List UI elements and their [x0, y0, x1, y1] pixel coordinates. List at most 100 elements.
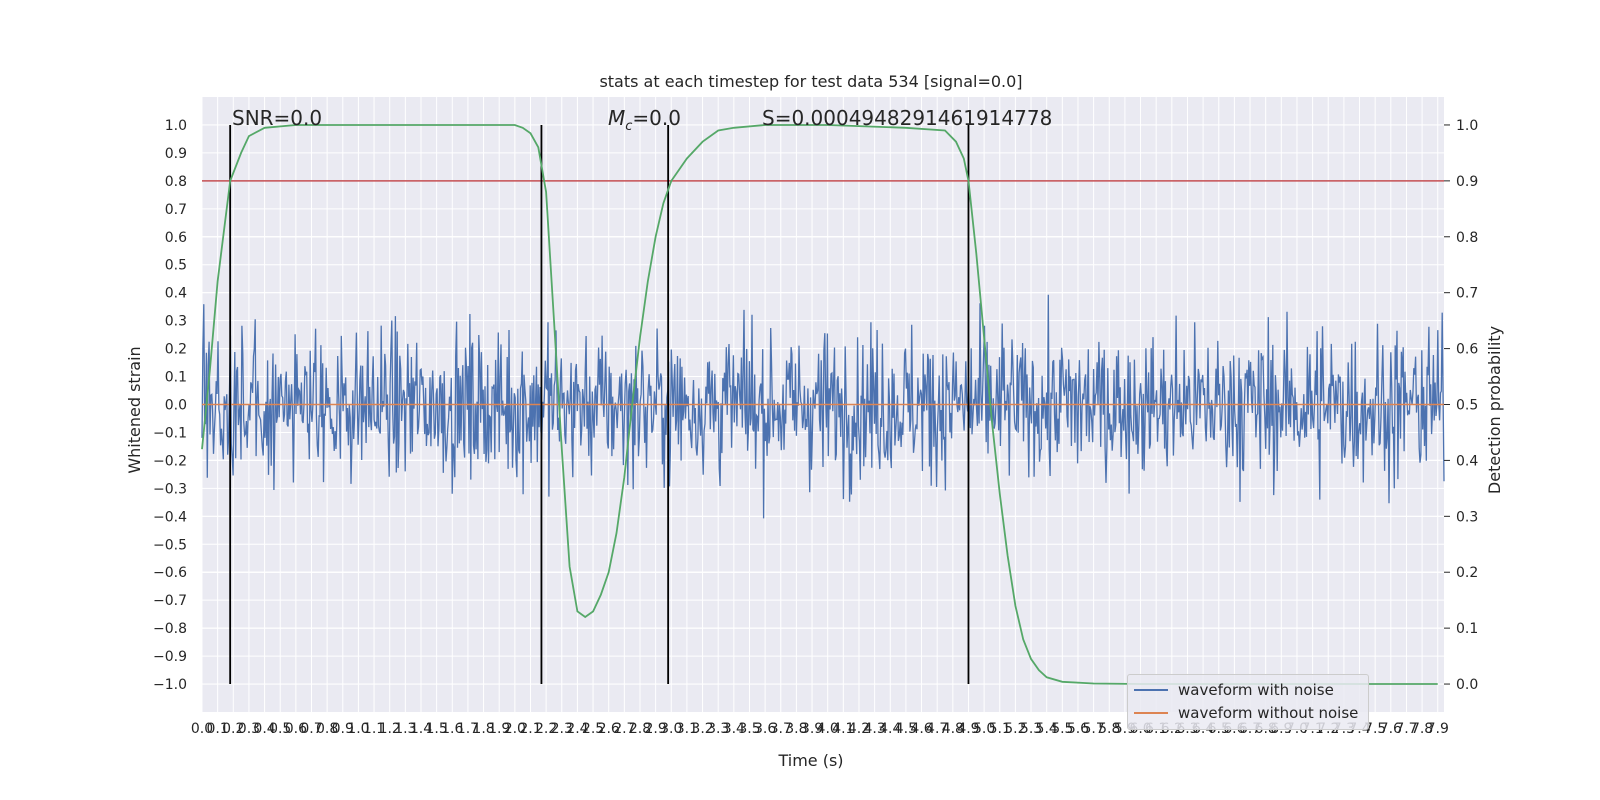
y2-tick-label: 0.2 — [1456, 565, 1478, 581]
y-tick-label: −0.3 — [153, 481, 187, 497]
x-tick-label: 1.0 — [347, 721, 369, 737]
x-tick-label: 5.1 — [989, 721, 1011, 737]
y-tick-label: 0.4 — [165, 286, 187, 302]
legend-swatch-noise — [1134, 689, 1168, 691]
x-tick-label: 4.3 — [863, 721, 885, 737]
x-tick-label: 5.7 — [1082, 721, 1104, 737]
y2-tick-label: 0.9 — [1456, 174, 1478, 190]
y2-tick-label: 0.7 — [1456, 286, 1478, 302]
y-tick-label: 0.8 — [165, 174, 187, 190]
x-tick-label: 1.6 — [441, 721, 463, 737]
y2-tick-label: 0.4 — [1456, 453, 1478, 469]
x-tick-label: 0.4 — [253, 721, 275, 737]
x-tick-label: 5.0 — [973, 721, 995, 737]
x-tick-label: 3.3 — [707, 721, 729, 737]
x-tick-label: 0.0 — [191, 721, 213, 737]
x-tick-labels: 0.00.10.20.30.40.50.60.70.80.91.01.11.21… — [191, 721, 1449, 737]
snr-annotation: SNR=0.0 — [232, 106, 322, 130]
y-tick-label: 0.6 — [165, 230, 187, 246]
y-tick-label: 0.2 — [165, 342, 187, 358]
y-tick-label: −0.8 — [153, 621, 187, 637]
x-tick-label: 3.0 — [660, 721, 682, 737]
y-tick-label: −1.0 — [153, 677, 187, 693]
x-tick-label: 5.6 — [1067, 721, 1089, 737]
x-tick-label: 2.4 — [566, 721, 588, 737]
x-tick-label: 5.4 — [1036, 721, 1058, 737]
y2-tick-label: 0.8 — [1456, 230, 1478, 246]
x-tick-label: 0.5 — [269, 721, 291, 737]
x-tick-label: 4.8 — [942, 721, 964, 737]
x-tick-label: 1.7 — [457, 721, 479, 737]
y-axis-label: Whitened strain — [125, 346, 144, 473]
y-tick-label: −0.9 — [153, 649, 187, 665]
legend-swatch-clean — [1134, 712, 1168, 714]
x-tick-label: 0.7 — [300, 721, 322, 737]
x-tick-label: 0.9 — [332, 721, 354, 737]
x-tick-label: 1.1 — [363, 721, 385, 737]
x-tick-label: 4.9 — [957, 721, 979, 737]
x-tick-label: 2.1 — [519, 721, 541, 737]
x-tick-label: 3.7 — [770, 721, 792, 737]
y-tick-label: −0.5 — [153, 537, 187, 553]
y2-tick-label: 0.6 — [1456, 342, 1478, 358]
x-tick-label: 3.1 — [676, 721, 698, 737]
x-tick-label: 2.8 — [629, 721, 651, 737]
x-tick-label: 4.1 — [832, 721, 854, 737]
x-tick-label: 7.7 — [1395, 721, 1417, 737]
x-tick-label: 3.8 — [785, 721, 807, 737]
x-tick-label: 3.2 — [691, 721, 713, 737]
x-tick-label: 7.8 — [1411, 721, 1433, 737]
x-tick-label: 0.3 — [238, 721, 260, 737]
x-tick-label: 2.9 — [644, 721, 666, 737]
y2-tick-label: 0.1 — [1456, 621, 1478, 637]
x-tick-label: 2.0 — [504, 721, 526, 737]
x-tick-label: 4.7 — [926, 721, 948, 737]
x-tick-label: 4.2 — [848, 721, 870, 737]
x-tick-label: 4.6 — [910, 721, 932, 737]
x-axis-label: Time (s) — [777, 751, 843, 770]
chart-title: stats at each timestep for test data 534… — [599, 72, 1022, 91]
x-tick-label: 3.6 — [754, 721, 776, 737]
y2-tick-label: 0.3 — [1456, 509, 1478, 525]
x-tick-label: 0.8 — [316, 721, 338, 737]
y2-axis-label: Detection probability — [1485, 326, 1504, 494]
legend-item-noise: waveform with noise — [1134, 680, 1334, 700]
y-tick-label: 0.0 — [165, 398, 187, 414]
x-tick-label: 5.2 — [1004, 721, 1026, 737]
x-tick-label: 5.3 — [1020, 721, 1042, 737]
legend-label-noise: waveform with noise — [1178, 681, 1334, 699]
x-tick-label: 1.8 — [472, 721, 494, 737]
x-tick-label: 3.4 — [723, 721, 745, 737]
y-tick-label: −0.6 — [153, 565, 187, 581]
noise-series — [201, 294, 1445, 519]
y2-tick-label: 0.0 — [1456, 677, 1478, 693]
x-tick-label: 1.5 — [426, 721, 448, 737]
x-tick-label: 2.7 — [613, 721, 635, 737]
chirp-mass-subscript: c — [625, 119, 632, 134]
x-tick-label: 1.9 — [488, 721, 510, 737]
x-tick-label: 7.9 — [1427, 721, 1449, 737]
y-tick-label: 0.7 — [165, 202, 187, 218]
x-tick-label: 1.3 — [394, 721, 416, 737]
y-tick-label: −0.7 — [153, 593, 187, 609]
y-tick-label: 0.3 — [165, 314, 187, 330]
x-tick-label: 1.2 — [379, 721, 401, 737]
chirp-mass-annotation: Mc=0.0 — [608, 106, 681, 134]
legend: waveform with noise waveform without noi… — [1127, 674, 1369, 730]
x-tick-label: 4.5 — [895, 721, 917, 737]
chirp-mass-value: =0.0 — [632, 106, 681, 130]
x-tick-label: 5.8 — [1098, 721, 1120, 737]
x-tick-label: 4.0 — [817, 721, 839, 737]
probability-line — [201, 124, 1438, 685]
y-tick-label: −0.1 — [153, 425, 187, 441]
detection-vlines — [229, 124, 970, 685]
noise-path — [201, 294, 1445, 519]
x-tick-label: 3.9 — [801, 721, 823, 737]
x-tick-label: 7.5 — [1364, 721, 1386, 737]
x-tick-label: 3.5 — [738, 721, 760, 737]
y2-tick-labels: 1.0 0.9 0.8 0.7 0.6 0.5 0.4 0.3 0.2 0.1 0.0 — [1444, 118, 1478, 693]
x-tick-label: 0.1 — [207, 721, 229, 737]
chirp-mass-symbol: M — [608, 106, 625, 130]
y-tick-label: 0.5 — [165, 258, 187, 274]
